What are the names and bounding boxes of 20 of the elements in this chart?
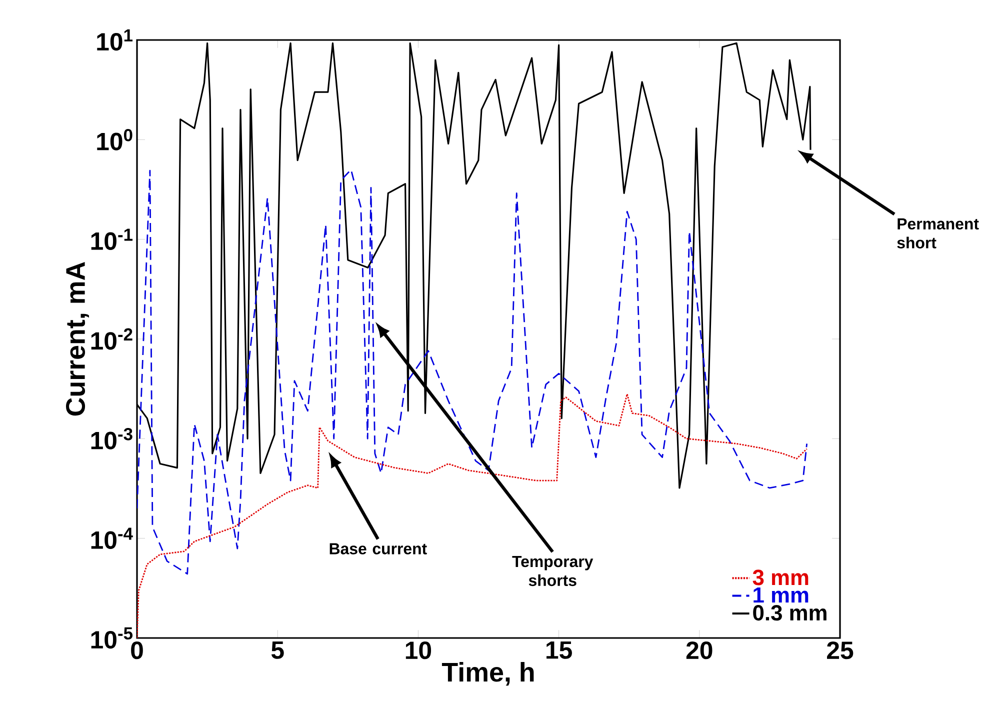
x-axis-title: Time, h — [442, 662, 534, 686]
x-tick-label: 10 — [406, 642, 432, 660]
annotation: Base current — [330, 543, 427, 554]
y-axis-title: Current, mA — [66, 262, 89, 416]
text: Permanent short — [897, 218, 979, 248]
legend-label: 1 mm — [754, 587, 808, 603]
x-tick-label: 15 — [546, 642, 572, 659]
y-tick-label: 10$^{1}$ — [97, 29, 133, 51]
x-tick-label: 5 — [271, 642, 284, 659]
legend-label: 0.3 mm — [753, 605, 826, 621]
annotation: Temporary shorts — [512, 556, 594, 586]
x-tick-label: 0 — [131, 642, 143, 660]
y-tick-label: 10$^{-1}$ — [91, 228, 133, 250]
x-tick-label: 20 — [686, 642, 712, 660]
y-tick-label: 10$^{-4}$ — [91, 528, 133, 549]
y-tick-label: 10$^{-3}$ — [91, 428, 132, 450]
y-tick-label: 10$^{0}$ — [97, 128, 132, 150]
legend-label: 3 mm — [752, 570, 808, 586]
y-tick-label: 10$^{-2}$ — [91, 328, 132, 350]
x-tick-label: 25 — [827, 642, 854, 660]
